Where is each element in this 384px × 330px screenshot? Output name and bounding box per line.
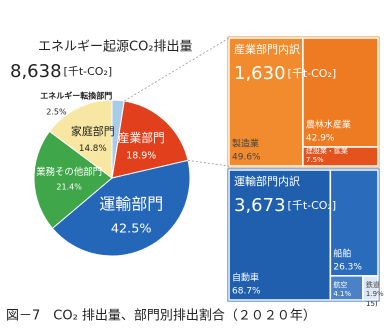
caption-note: 15)	[366, 300, 378, 308]
connector	[187, 160, 230, 167]
cell-label: 製造業	[232, 138, 259, 150]
total-unit: [千t-CO₂]	[64, 65, 113, 78]
cell-label: 農林水産業	[306, 118, 351, 130]
treemap-cell	[228, 169, 332, 301]
caption: 図－7 CO₂ 排出量、部門別排出割合（２０２０年）	[6, 308, 316, 324]
slice-label: エネルギー転換部門	[40, 91, 112, 101]
cell-value: 26.3%	[333, 262, 362, 272]
cell-label: 建設業・鉱業	[306, 146, 348, 155]
treemap-title: 産業部門内訳	[234, 42, 300, 56]
total-unit: [千t-CO₂]	[288, 67, 337, 80]
cell-label: 鉄道	[366, 280, 380, 289]
cell-value: 42.9%	[306, 133, 335, 143]
cell-label: 航空	[333, 280, 347, 289]
total-value: 3,673	[234, 195, 286, 216]
slice-value: 2.5%	[46, 108, 67, 117]
slice-value: 14.8%	[79, 144, 107, 154]
treemap-cell	[302, 37, 379, 148]
slice-value: 18.9%	[126, 151, 156, 162]
total-value: 8,638	[10, 61, 62, 82]
slice-label: 家庭部門	[71, 124, 115, 138]
pie-slice	[33, 130, 113, 230]
cell-value: 4.1%	[333, 290, 351, 298]
treemap-cell	[228, 37, 304, 167]
pie-total: 8,638 [千t-CO₂]	[10, 61, 112, 82]
slice-label: 産業部門	[118, 131, 165, 145]
slice-label: 運輸部門	[99, 195, 163, 214]
cell-value: 1.9%	[366, 290, 384, 298]
treemap-total: 1,630 [千t-CO₂]	[234, 63, 336, 84]
pie-slice	[51, 159, 191, 257]
slice-label: 業務その他部門	[36, 166, 102, 178]
slice-value: 42.5%	[111, 222, 152, 237]
cell-value: 68.7%	[232, 287, 261, 297]
slice-value: 21.4%	[56, 182, 82, 191]
cell-label: 自動車	[232, 272, 259, 284]
treemap-cell	[329, 169, 379, 277]
connector	[123, 37, 230, 102]
cell-value: 7.5%	[306, 156, 324, 164]
total-value: 1,630	[234, 63, 286, 84]
cell-value: 49.6%	[232, 153, 261, 163]
pie-slice	[111, 100, 189, 179]
treemap-cell	[302, 146, 379, 167]
total-unit: [千t-CO₂]	[288, 199, 337, 212]
pie-slice	[48, 99, 113, 179]
treemap-total: 3,673 [千t-CO₂]	[234, 195, 336, 216]
treemap-title: 運輸部門内訳	[234, 174, 300, 188]
pie-title: エネルギー起源CO₂排出量	[38, 40, 193, 55]
pie-slice	[111, 99, 125, 179]
treemap-cell	[362, 275, 379, 301]
cell-label: 船舶	[333, 247, 351, 259]
